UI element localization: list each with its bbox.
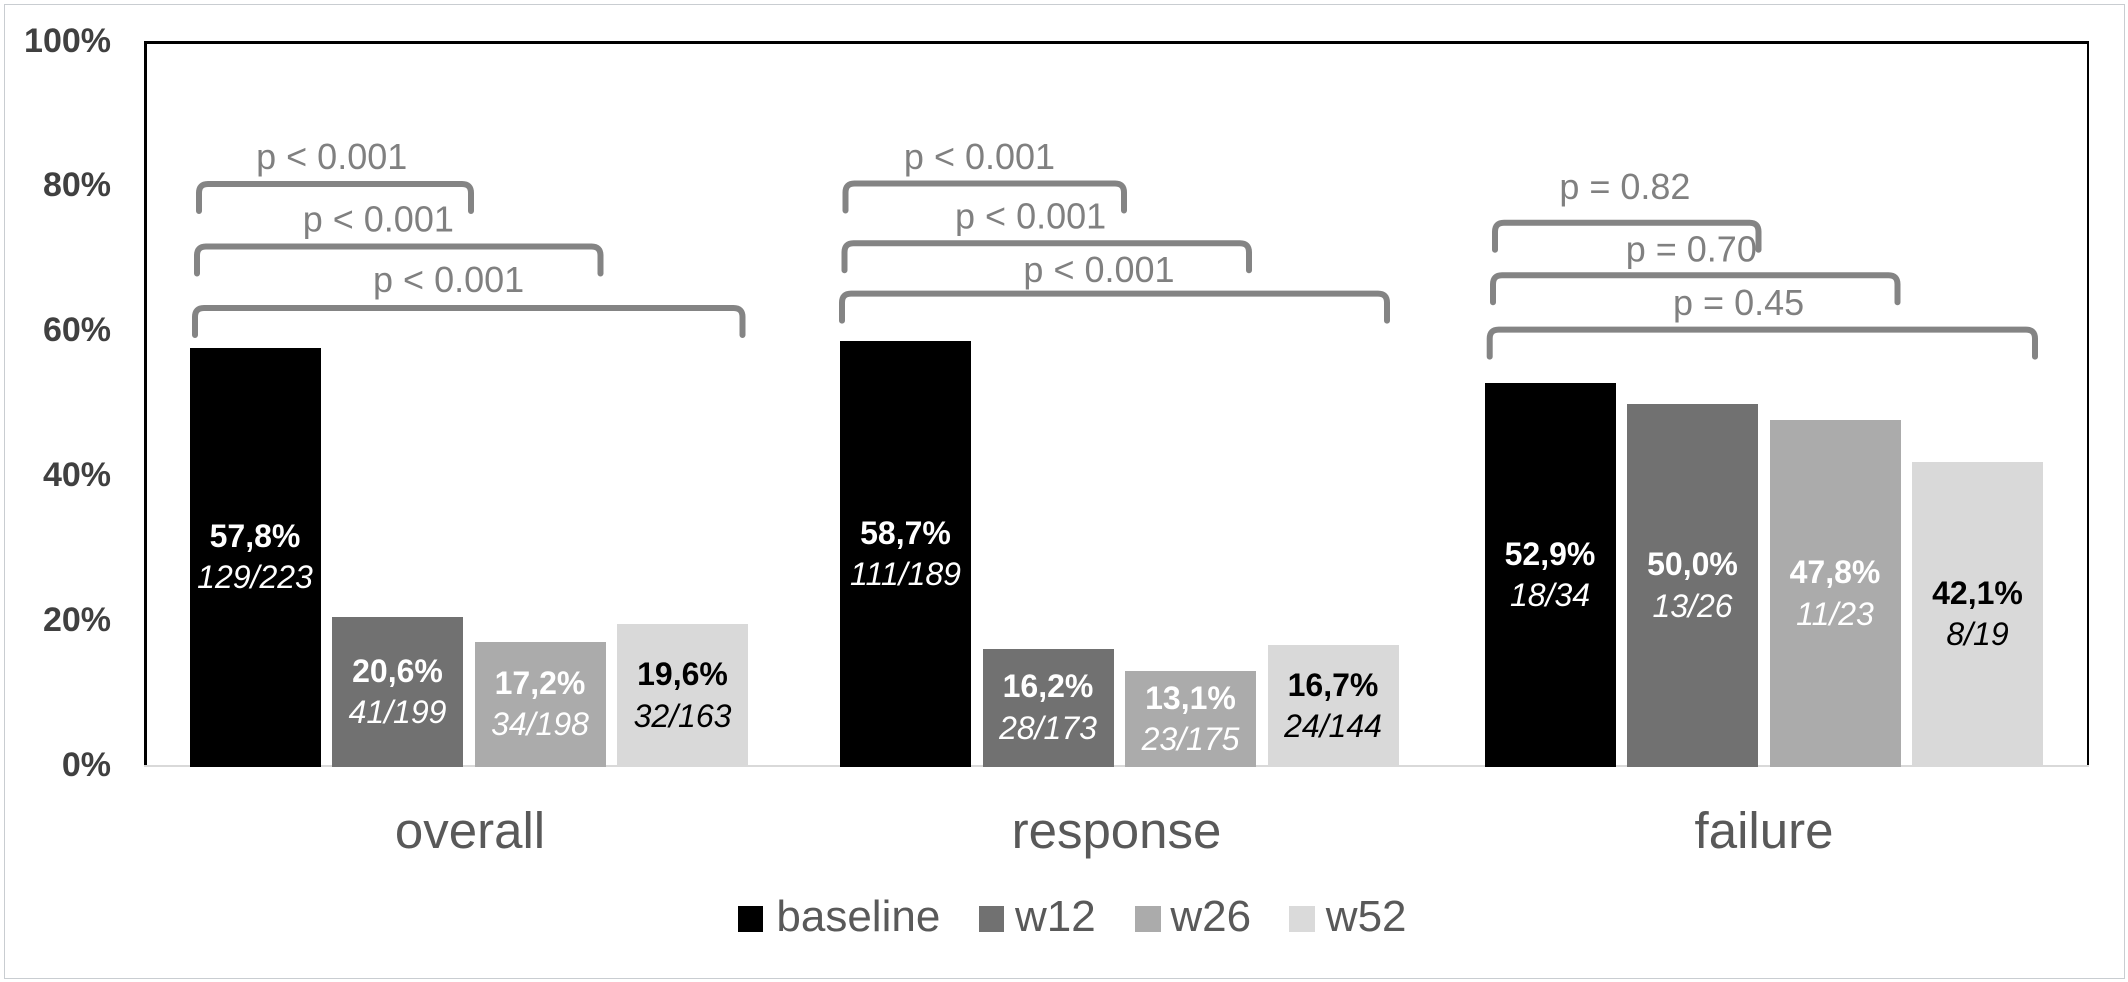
- svg-text:p < 0.001: p < 0.001: [904, 136, 1055, 177]
- svg-text:p < 0.001: p < 0.001: [256, 136, 407, 177]
- svg-text:p < 0.001: p < 0.001: [303, 199, 454, 240]
- svg-text:p = 0.82: p = 0.82: [1559, 166, 1690, 207]
- svg-text:p < 0.001: p < 0.001: [373, 259, 524, 300]
- svg-text:p = 0.45: p = 0.45: [1673, 282, 1804, 323]
- svg-text:p < 0.001: p < 0.001: [955, 196, 1106, 237]
- svg-text:p = 0.70: p = 0.70: [1626, 229, 1757, 270]
- svg-text:p < 0.001: p < 0.001: [1023, 249, 1174, 290]
